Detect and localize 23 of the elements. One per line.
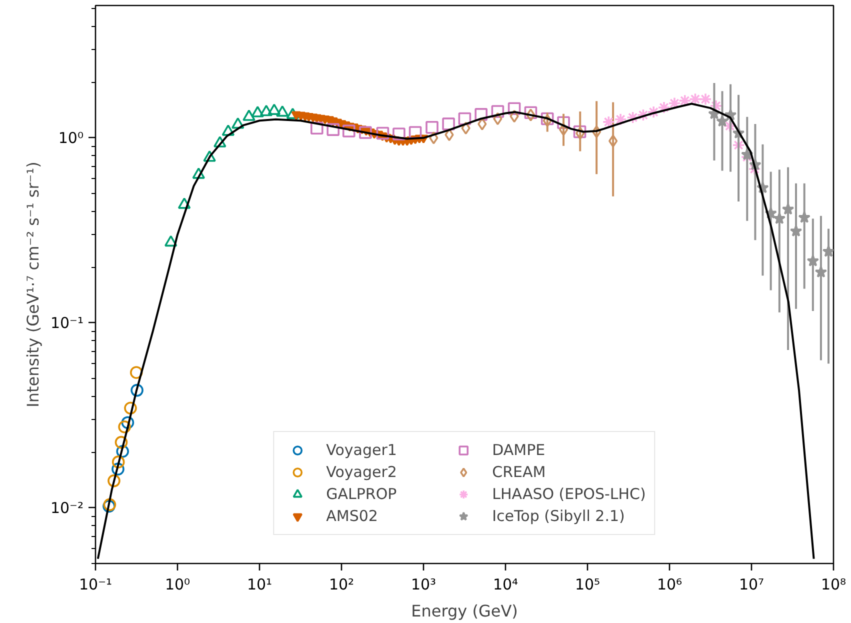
legend-label: GALPROP — [326, 485, 398, 503]
x-tick-label: 10⁶ — [656, 576, 682, 594]
x-tick-label: 10⁴ — [492, 576, 518, 594]
x-tick-label: 10⁷ — [738, 576, 764, 594]
x-tick-label: 10³ — [410, 576, 436, 594]
legend-label: LHAASO (EPOS-LHC) — [492, 485, 646, 503]
y-tick-label: 10⁻¹ — [50, 314, 84, 332]
x-tick-label: 10⁻¹ — [78, 576, 112, 594]
legend-label: Voyager2 — [326, 463, 398, 481]
x-tick-label: 10¹ — [246, 576, 272, 594]
legend-label: DAMPE — [492, 441, 546, 459]
legend-label: Voyager1 — [326, 441, 398, 459]
legend-label: AMS02 — [326, 507, 379, 525]
x-tick-label: 10⁵ — [574, 576, 600, 594]
x-tick-label: 10⁸ — [820, 576, 846, 594]
x-tick-label: 10⁰ — [164, 576, 190, 594]
legend-label: CREAM — [492, 463, 547, 481]
legend-label: IceTop (Sibyll 2.1) — [492, 507, 625, 525]
y-tick-label: 10⁻² — [50, 498, 84, 517]
x-axis-title: Energy (GeV) — [411, 602, 518, 620]
y-axis-title: Intensity (GeV¹·⁷ cm⁻² s⁻¹ sr⁻¹) — [23, 162, 42, 408]
x-tick-label: 10² — [328, 576, 354, 594]
y-tick-label: 10⁰ — [58, 128, 84, 147]
